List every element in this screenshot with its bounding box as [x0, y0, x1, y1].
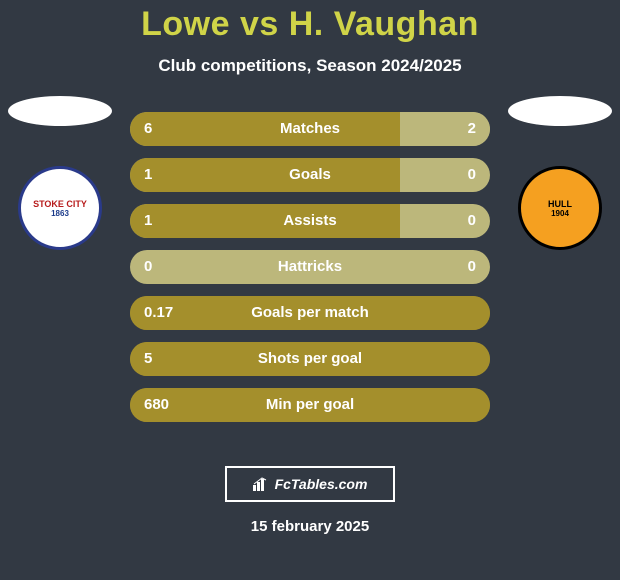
stat-value-right: 2 [468, 112, 476, 146]
player-left-column: STOKE CITY 1863 [8, 96, 112, 250]
stat-label: Goals [130, 158, 490, 192]
stat-value-left: 1 [144, 158, 152, 192]
stat-row: Hattricks0 0 [130, 250, 490, 284]
watermark: FcTables.com [225, 466, 395, 502]
stat-label: Min per goal [130, 388, 490, 422]
comparison-area: STOKE CITY 1863 HULL 1904 Matches6 2 Goals… [0, 96, 620, 446]
player-right-column: HULL 1904 [508, 96, 612, 250]
player-right-silhouette [508, 96, 612, 126]
stat-value-right: 0 [468, 250, 476, 284]
player-right-club-badge: HULL 1904 [518, 166, 602, 250]
stat-value-left: 680 [144, 388, 169, 422]
watermark-text: FcTables.com [275, 476, 368, 492]
comparison-infographic: Lowe vs H. Vaughan Club competitions, Se… [0, 0, 620, 580]
stat-row: Shots per goal5 [130, 342, 490, 376]
stat-label: Hattricks [130, 250, 490, 284]
date-footer: 15 february 2025 [0, 502, 620, 535]
chart-icon [253, 477, 269, 491]
stat-row: Goals per match0.17 [130, 296, 490, 330]
badge-right-sub: 1904 [548, 209, 572, 218]
stat-value-right: 0 [468, 204, 476, 238]
stat-label: Matches [130, 112, 490, 146]
badge-right-text: HULL [548, 199, 572, 209]
stat-value-left: 1 [144, 204, 152, 238]
stat-row: Assists1 0 [130, 204, 490, 238]
subtitle: Club competitions, Season 2024/2025 [0, 52, 620, 96]
stat-value-left: 5 [144, 342, 152, 376]
stat-row: Min per goal680 [130, 388, 490, 422]
vs-separator: vs [240, 5, 279, 43]
player-left-club-badge: STOKE CITY 1863 [18, 166, 102, 250]
stats-column: Matches62Goals10Assists10Hattricks00Goal… [130, 112, 490, 434]
stat-row: Goals1 0 [130, 158, 490, 192]
badge-left-text: STOKE CITY [33, 199, 87, 209]
stat-value-right: 0 [468, 158, 476, 192]
page-title: Lowe vs H. Vaughan [0, 5, 620, 52]
stat-value-left: 0 [144, 250, 152, 284]
stat-value-left: 0.17 [144, 296, 173, 330]
badge-left-sub: 1863 [33, 209, 87, 218]
player-left-silhouette [8, 96, 112, 126]
stat-row: Matches6 2 [130, 112, 490, 146]
player1-name: Lowe [141, 5, 230, 43]
stat-value-left: 6 [144, 112, 152, 146]
stat-label: Assists [130, 204, 490, 238]
stat-label: Shots per goal [130, 342, 490, 376]
stat-label: Goals per match [130, 296, 490, 330]
player2-name: H. Vaughan [289, 5, 479, 43]
